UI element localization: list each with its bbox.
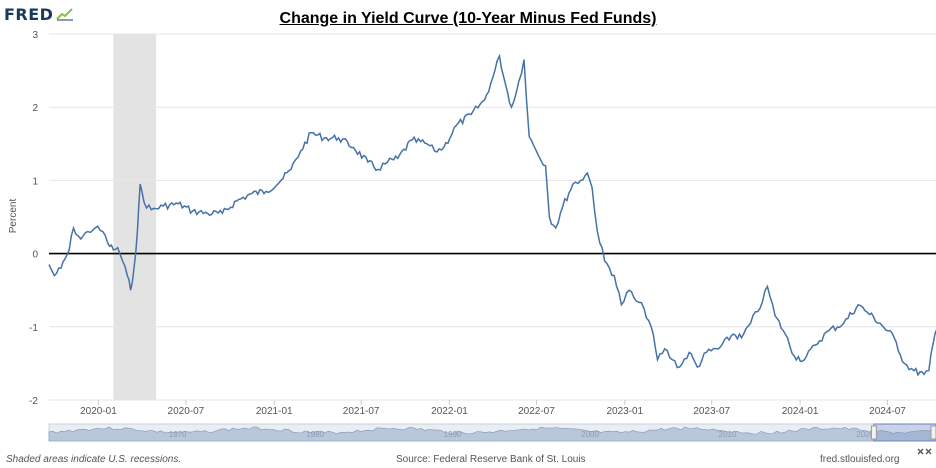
trend-line-icon <box>56 8 74 21</box>
x-axis-ticks: 2020-01 2020-07 2021-01 2021-07 2022-01 2022-… <box>80 400 906 417</box>
fullscreen-icon[interactable] <box>917 448 932 455</box>
navigator-label: 2010 <box>719 430 737 439</box>
navigator-handle-left[interactable] <box>870 425 877 440</box>
navigator-label: 2020 <box>856 430 874 439</box>
y-tick-label: -1 <box>29 323 38 334</box>
navigator-label: 1990 <box>444 430 462 439</box>
fred-logo[interactable]: FRED <box>4 4 74 24</box>
navigator-handle-right[interactable] <box>930 425 936 440</box>
navigator-labels: 1970 1980 1990 2000 2010 2020 <box>169 430 875 439</box>
navigator-label: 2000 <box>581 430 599 439</box>
y-tick-label: -2 <box>29 396 38 407</box>
range-navigator[interactable]: 1970 1980 1990 2000 2010 2020 <box>48 423 936 442</box>
y-tick-label: 3 <box>32 30 38 41</box>
y-tick-label: 2 <box>32 103 38 114</box>
navigator-area <box>48 426 936 442</box>
y-tick-label: 1 <box>32 176 38 187</box>
recession-note: Shaded areas indicate U.S. recessions. <box>6 454 182 465</box>
grid-lines <box>49 33 936 401</box>
y-tick-label: 0 <box>32 250 38 261</box>
x-tick-label: 2024-01 <box>782 406 819 417</box>
navigator-label: 1970 <box>169 430 187 439</box>
x-tick-label: 2020-01 <box>80 406 117 417</box>
x-tick-label: 2024-07 <box>869 406 906 417</box>
source-link[interactable]: fred.stlouisfed.org <box>820 454 900 465</box>
x-tick-label: 2022-07 <box>518 406 555 417</box>
chart-title: Change in Yield Curve (10-Year Minus Fed… <box>279 10 657 27</box>
x-tick-label: 2020-07 <box>168 406 205 417</box>
x-tick-label: 2021-07 <box>343 406 380 417</box>
navigator-label: 1980 <box>306 430 324 439</box>
x-tick-label: 2021-01 <box>256 406 293 417</box>
source-text: Source: Federal Reserve Bank of St. Loui… <box>396 454 586 465</box>
y-axis-ticks: -2 -1 0 1 2 3 <box>29 30 38 407</box>
navigator-window[interactable] <box>873 423 936 442</box>
x-tick-label: 2022-01 <box>431 406 468 417</box>
x-tick-label: 2023-01 <box>606 406 643 417</box>
recession-band <box>113 34 157 400</box>
x-tick-label: 2023-07 <box>693 406 730 417</box>
logo-text: FRED <box>4 4 54 24</box>
y-axis-label: Percent <box>8 199 19 234</box>
series-line <box>48 53 936 377</box>
